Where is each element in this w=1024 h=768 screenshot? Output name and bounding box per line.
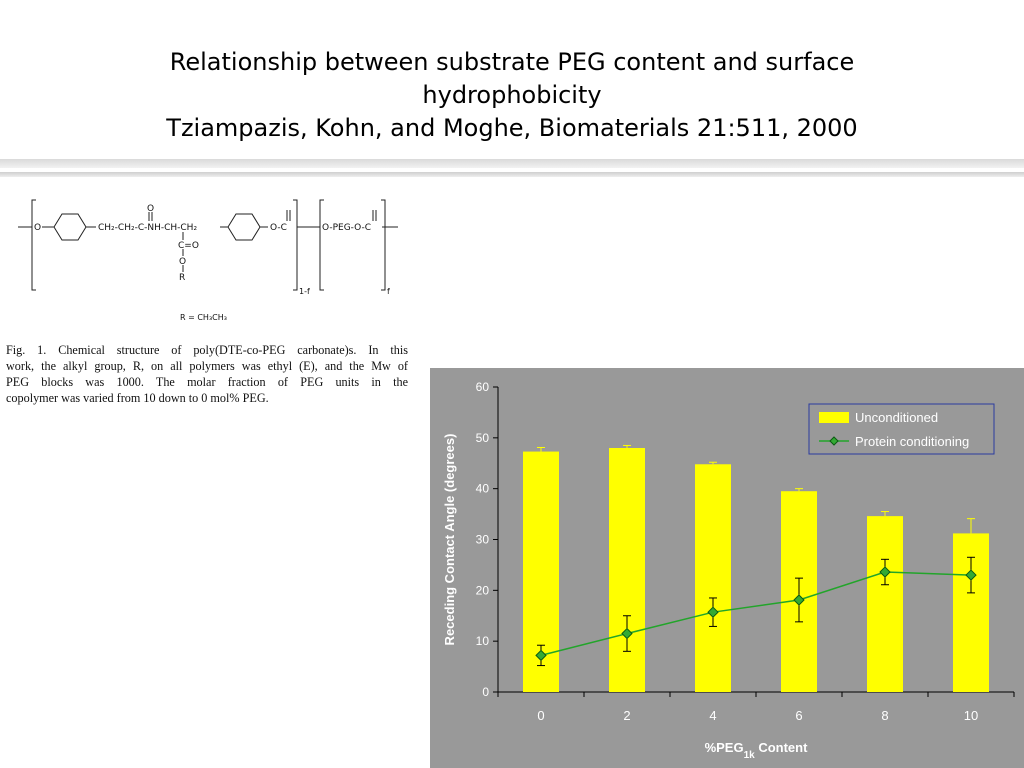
line-point [535,649,547,662]
line-point [965,569,977,581]
title-line-1: Relationship between substrate PEG conte… [169,48,855,76]
struct-r: R [179,273,185,283]
y-tick-label: 30 [476,533,490,547]
protein-conditioning-line [540,571,972,657]
figure-caption: Fig. 1. Chemical structure of poly(DTE-c… [6,342,408,406]
contact-angle-chart: 0 10 20 30 40 50 60 0 2 4 6 8 10 Receding Contact Ang… [430,368,1024,768]
caption-line-2: work, the alkyl group, R, on all polymer… [6,359,408,373]
y-tick-label: 40 [476,482,490,496]
legend-label-protein-conditioning: Protein conditioning [855,434,969,449]
struct-c-eq-o: C=O [178,241,199,251]
bar [867,516,903,692]
line-point [879,566,891,578]
x-tick-label: 4 [709,708,716,723]
struct-o-peg: O-PEG-O-C [322,223,371,233]
title-line-3: Tziampazis, Kohn, and Moghe, Biomaterial… [166,114,858,142]
y-tick-label: 50 [476,431,490,445]
struct-sub-f: f [387,287,390,296]
y-tick-label: 60 [476,380,490,394]
x-tick-label: 2 [623,708,630,723]
line-point [793,594,805,606]
struct-o-c: O-C [270,223,287,233]
legend-swatch-unconditioned [819,412,849,423]
x-tick-label: 0 [537,708,544,723]
bar [609,448,645,692]
y-axis-label: Receding Contact Angle (degrees) [442,434,457,646]
slide-title: Relationship between substrate PEG conte… [0,46,1024,145]
chart-svg: 0 10 20 30 40 50 60 0 2 4 6 8 10 Receding Contact Ang… [430,368,1024,768]
divider-bottom [0,172,1024,177]
line-point [707,606,719,618]
line-point [621,627,633,640]
struct-o-left: O [34,223,41,233]
x-tick-label: 8 [881,708,888,723]
caption-line-4: copolymer was varied from 10 down to 0 m… [6,391,269,405]
x-tick-label: 10 [964,708,978,723]
bar [695,464,731,692]
legend-swatch-marker [829,436,839,446]
struct-ester-o: O [179,257,186,267]
x-axis-label: %PEG1k Content [705,740,809,761]
divider-top [0,159,1024,168]
y-tick-label: 0 [482,685,489,699]
y-tick-label: 10 [476,634,490,648]
struct-backbone: CH₂-CH₂-C-NH-CH-CH₂ [98,223,197,233]
struct-sub-1f: 1-f [299,287,310,296]
chemical-structure: O CH₂-CH₂-C-NH-CH-CH₂ O C=O O R O-C O-PE… [18,199,398,322]
struct-carbonyl-o: O [147,204,154,214]
x-tick-label: 6 [795,708,802,723]
legend-label-unconditioned: Unconditioned [855,410,938,425]
y-tick-label: 20 [476,583,490,597]
caption-line-1: Fig. 1. Chemical structure of poly(DTE-c… [6,343,408,357]
struct-r-def: R = CH₃CH₃ [180,313,227,322]
title-line-2: hydrophobicity [422,81,602,109]
caption-line-3: PEG blocks was 1000. The molar fraction … [6,375,408,389]
